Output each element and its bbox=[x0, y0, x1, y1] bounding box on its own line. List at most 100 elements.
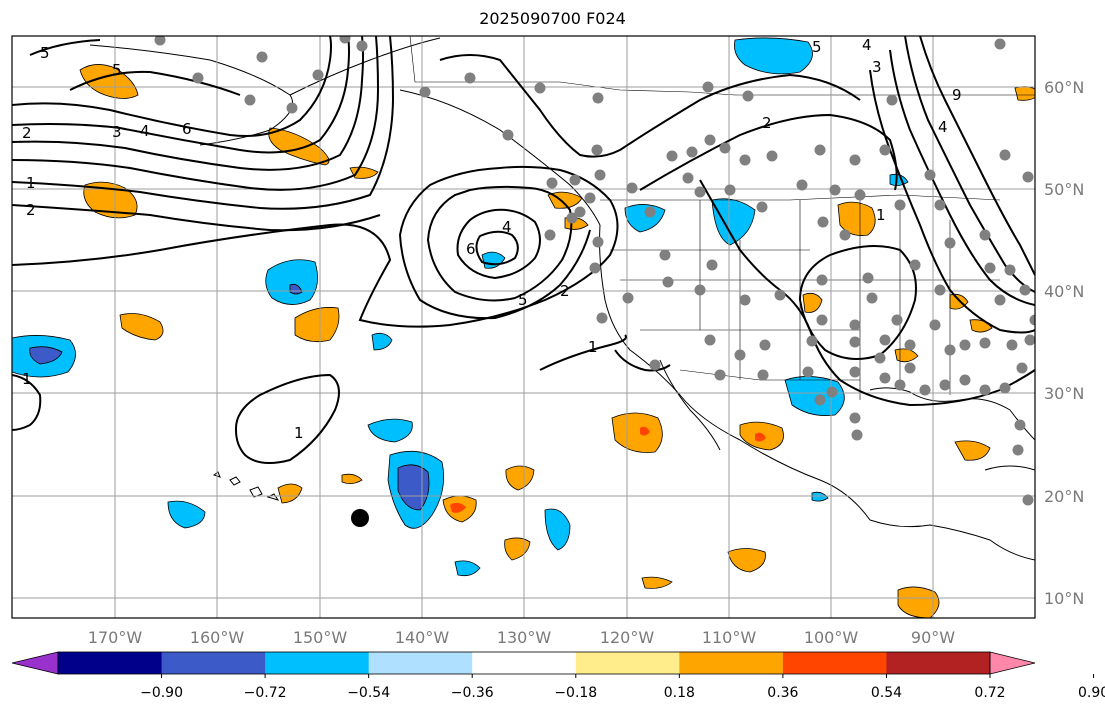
station-dot bbox=[704, 334, 716, 346]
station-dot bbox=[934, 199, 946, 211]
station-dot bbox=[339, 36, 351, 44]
contour-label: 2 bbox=[560, 282, 570, 300]
contour-label: 4 bbox=[140, 122, 150, 140]
colorbar-tick-label: −0.90 bbox=[140, 685, 183, 701]
station-dot bbox=[569, 174, 581, 186]
station-dot bbox=[682, 172, 694, 184]
station-dot bbox=[849, 319, 861, 331]
lon-label: 140°W bbox=[395, 628, 450, 647]
station-dot bbox=[894, 199, 906, 211]
station-dot bbox=[939, 379, 951, 391]
lat-label: 60°N bbox=[1044, 78, 1084, 97]
station-dot bbox=[644, 206, 656, 218]
station-dot bbox=[719, 142, 731, 154]
station-dot bbox=[256, 51, 268, 63]
station-dot bbox=[724, 184, 736, 196]
station-dot bbox=[694, 186, 706, 198]
contour-label: 2 bbox=[762, 114, 772, 132]
station-dot bbox=[659, 249, 671, 261]
map-frame bbox=[11, 35, 1036, 619]
contour-label: 4 bbox=[938, 118, 948, 136]
colorbar-segment bbox=[886, 652, 991, 674]
station-dot bbox=[622, 292, 634, 304]
station-dot bbox=[714, 369, 726, 381]
station-dot bbox=[244, 94, 256, 106]
station-dot bbox=[979, 337, 991, 349]
station-dot bbox=[502, 129, 514, 141]
negative-anomaly-shading bbox=[12, 37, 909, 577]
station-dot bbox=[849, 336, 861, 348]
contour-label: 5 bbox=[112, 61, 122, 79]
station-dot bbox=[796, 179, 808, 191]
colorbar-segment bbox=[265, 652, 370, 674]
station-dot bbox=[154, 36, 166, 46]
station-dot bbox=[802, 366, 814, 378]
station-dot bbox=[826, 386, 838, 398]
colorbar-segment bbox=[679, 652, 784, 674]
station-dot bbox=[589, 262, 601, 274]
station-dot bbox=[574, 206, 586, 218]
storm-position-marker bbox=[351, 509, 369, 527]
station-dot bbox=[849, 412, 861, 424]
station-dot bbox=[774, 289, 786, 301]
station-dot bbox=[1004, 264, 1016, 276]
station-dot bbox=[929, 319, 941, 331]
station-dot bbox=[999, 382, 1011, 394]
station-dot bbox=[849, 154, 861, 166]
station-dot bbox=[839, 229, 851, 241]
colorbar-segment bbox=[368, 652, 473, 674]
colorbar-frame bbox=[57, 651, 991, 675]
lat-label: 20°N bbox=[1044, 487, 1084, 506]
colorbar-segment bbox=[782, 652, 887, 674]
station-dot bbox=[994, 294, 1006, 306]
station-dot bbox=[1006, 339, 1018, 351]
station-dot bbox=[742, 90, 754, 102]
station-dot bbox=[817, 216, 829, 228]
station-dot bbox=[984, 262, 996, 274]
station-dot bbox=[592, 92, 604, 104]
station-dot bbox=[534, 82, 546, 94]
station-dot bbox=[757, 369, 769, 381]
lat-label: 30°N bbox=[1044, 384, 1084, 403]
station-dot bbox=[862, 272, 874, 284]
station-dot bbox=[879, 144, 891, 156]
station-dot bbox=[979, 229, 991, 241]
contour-label: 5 bbox=[518, 291, 528, 309]
station-dot bbox=[1016, 362, 1028, 374]
contour-label: 2 bbox=[26, 201, 36, 219]
station-dot bbox=[1019, 284, 1031, 296]
contour-label: 1 bbox=[876, 206, 886, 224]
colorbar-extend-low bbox=[11, 651, 59, 675]
station-dot bbox=[851, 429, 863, 441]
map-area: 5 5 2 3 4 6 1 2 4 6 5 2 1 1 1 2 3 5 4 9 … bbox=[12, 36, 1035, 618]
station-dot bbox=[879, 334, 891, 346]
station-dot bbox=[919, 384, 931, 396]
station-dot bbox=[816, 314, 828, 326]
station-dot bbox=[739, 154, 751, 166]
station-dot bbox=[756, 201, 768, 213]
station-dot bbox=[944, 344, 956, 356]
station-dot bbox=[1024, 334, 1035, 346]
colorbar-tick-label: 0.54 bbox=[871, 685, 902, 701]
station-dot bbox=[546, 177, 558, 189]
station-dot bbox=[694, 284, 706, 296]
station-dot bbox=[814, 394, 826, 406]
contour-label: 4 bbox=[502, 218, 512, 236]
station-dot bbox=[866, 292, 878, 304]
lon-label: 120°W bbox=[600, 628, 655, 647]
lon-label: 150°W bbox=[293, 628, 348, 647]
station-dot bbox=[886, 94, 898, 106]
station-dot bbox=[879, 372, 891, 384]
station-dot bbox=[904, 339, 916, 351]
station-dot bbox=[934, 284, 946, 296]
station-dot bbox=[192, 72, 204, 84]
contour-label: 3 bbox=[112, 123, 122, 141]
station-dot bbox=[999, 149, 1011, 161]
colorbar-segment bbox=[161, 652, 266, 674]
colorbar-tick-label: −0.18 bbox=[554, 685, 597, 701]
lon-label: 100°W bbox=[804, 628, 859, 647]
contour-label: 1 bbox=[26, 174, 36, 192]
station-dot bbox=[959, 374, 971, 386]
station-dot bbox=[464, 72, 476, 84]
station-dot bbox=[849, 366, 861, 378]
